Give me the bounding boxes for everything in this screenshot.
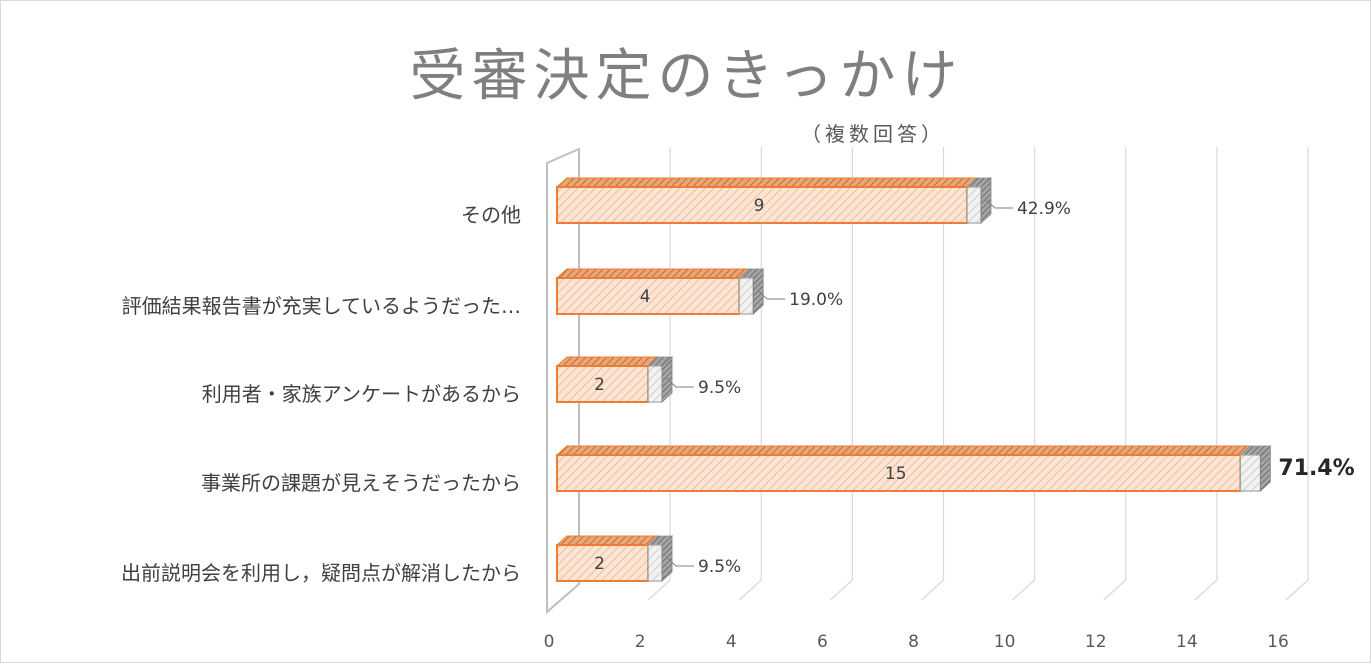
gridline-floor — [921, 579, 944, 601]
x-tick-label: 4 — [726, 632, 737, 652]
bar-percent-side — [1260, 445, 1271, 492]
bar-value-label: 2 — [594, 554, 605, 574]
chart-subtitle: （複数回答） — [801, 122, 945, 146]
x-tick-label: 14 — [1176, 632, 1198, 652]
bar-value-label: 15 — [885, 464, 907, 484]
category-label: 出前説明会を利用し，疑問点が解消したから — [121, 561, 521, 585]
bar-percent — [647, 544, 663, 582]
x-tick-label: 8 — [908, 632, 919, 652]
bar-value-label: 2 — [594, 375, 605, 395]
bar-count-top — [555, 268, 751, 279]
x-tick-label: 6 — [817, 632, 828, 652]
bar-count-top — [555, 535, 660, 546]
bar-count — [556, 186, 969, 224]
x-tick-label: 2 — [635, 632, 646, 652]
percent-label: 19.0% — [789, 290, 843, 310]
bar-percent — [1239, 454, 1262, 492]
bar-value-label: 4 — [640, 287, 651, 307]
x-tick-label: 10 — [994, 632, 1016, 652]
category-label: 評価結果報告書が充実しているようだった… — [122, 294, 521, 318]
axis-wall — [546, 147, 580, 615]
gridline-floor — [1012, 579, 1036, 601]
bar-value-label: 9 — [754, 196, 765, 216]
bar-count-top — [555, 177, 979, 188]
bar-count-top — [555, 356, 660, 367]
leader-line — [665, 556, 695, 567]
category-label: 事業所の課題が見えそうだったから — [201, 471, 521, 495]
percent-label: 71.4% — [1278, 456, 1354, 481]
gridline-floor — [1285, 579, 1309, 601]
x-tick-label: 0 — [544, 632, 555, 652]
category-label: 利用者・家族アンケートがあるから — [202, 382, 521, 406]
bar-percent — [966, 186, 982, 224]
bar-percent — [647, 365, 663, 403]
percent-label: 9.5% — [698, 557, 741, 577]
bar-count — [556, 454, 1242, 492]
gridline-floor — [1103, 579, 1127, 601]
leader-line — [984, 198, 1013, 209]
chart-title: 受審決定のきっかけ — [409, 44, 964, 109]
gridline-floor — [829, 579, 853, 601]
gridline-floor — [1194, 579, 1218, 601]
x-tick-label: 12 — [1085, 632, 1107, 652]
percent-label: 42.9% — [1017, 199, 1071, 219]
bar-count — [556, 544, 650, 582]
category-label: その他 — [461, 203, 521, 227]
gridline-floor — [647, 579, 671, 601]
bar-count — [556, 277, 741, 315]
bar-percent — [738, 277, 754, 315]
x-tick-label: 16 — [1267, 632, 1289, 652]
bar-count-top — [555, 445, 1252, 456]
leader-line — [756, 289, 786, 300]
leader-line — [665, 377, 695, 388]
percent-label: 9.5% — [698, 378, 741, 398]
gridline-floor — [738, 579, 762, 601]
